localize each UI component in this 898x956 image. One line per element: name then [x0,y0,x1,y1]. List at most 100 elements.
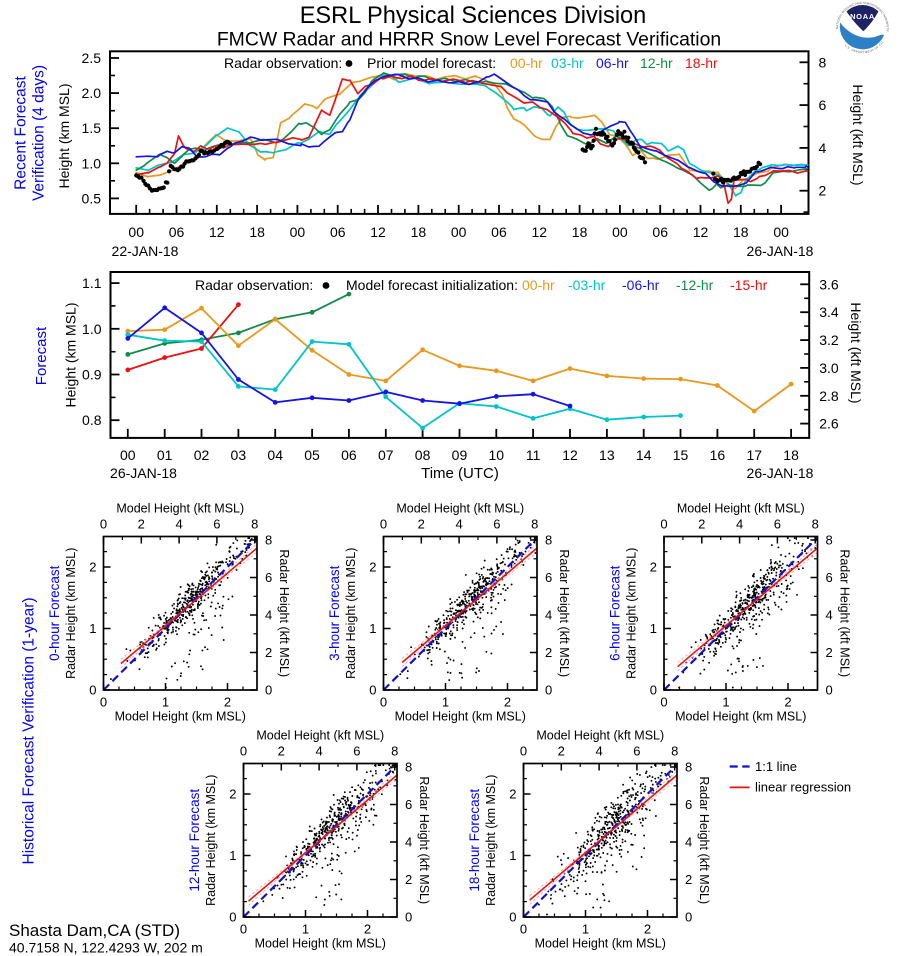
svg-text:0: 0 [545,683,552,698]
svg-text:4: 4 [685,835,692,850]
svg-text:00: 00 [451,224,467,240]
svg-text:2.8: 2.8 [819,388,839,404]
svg-text:04: 04 [267,447,283,463]
svg-text:NOAA: NOAA [850,12,875,21]
svg-text:1: 1 [582,921,589,936]
svg-text:Radar Height (kft MSL): Radar Height (kft MSL) [697,776,711,904]
svg-text:06: 06 [341,447,357,463]
svg-text:Historical Forecast Verificati: Historical Forecast Verification (1-year… [20,597,37,864]
svg-text:Model Height (kft MSL): Model Height (kft MSL) [256,729,384,743]
svg-text:08: 08 [415,447,431,463]
svg-text:Model Height (km MSL): Model Height (km MSL) [675,709,806,723]
svg-text:1: 1 [162,694,169,709]
svg-text:-03-hr: -03-hr [568,277,606,293]
svg-text:0.9: 0.9 [82,367,102,383]
svg-text:2: 2 [369,560,376,575]
svg-text:6: 6 [826,570,833,585]
svg-text:00-hr: 00-hr [522,277,555,293]
svg-text:0: 0 [405,910,412,925]
svg-text:Model forecast initialization:: Model forecast initialization: [346,277,518,293]
svg-text:13: 13 [599,447,615,463]
svg-text:12: 12 [209,224,225,240]
svg-text:2: 2 [784,694,791,709]
svg-text:6: 6 [633,744,640,759]
svg-text:2: 2 [826,645,833,660]
svg-text:05: 05 [304,447,320,463]
svg-text:Model Height (km MSL): Model Height (km MSL) [255,936,386,950]
svg-text:6: 6 [774,517,781,532]
svg-text:1.1: 1.1 [82,275,102,291]
svg-text:-12-hr: -12-hr [676,277,714,293]
svg-text:2: 2 [405,872,412,887]
svg-text:6: 6 [353,744,360,759]
svg-text:4: 4 [595,744,602,759]
svg-text:0: 0 [520,921,527,936]
svg-text:8: 8 [826,533,833,548]
svg-text:8: 8 [685,760,692,775]
svg-text:Height (km MSL): Height (km MSL) [56,83,72,188]
svg-text:18: 18 [572,224,588,240]
svg-text:1: 1 [722,694,729,709]
svg-text:2: 2 [364,921,371,936]
svg-text:1.5: 1.5 [82,120,102,136]
svg-text:12: 12 [370,224,386,240]
svg-text:16: 16 [710,447,726,463]
svg-text:ESRL Physical Sciences Divisio: ESRL Physical Sciences Division [300,3,647,29]
svg-text:Model Height (kft MSL): Model Height (kft MSL) [396,502,524,516]
svg-text:-15-hr: -15-hr [730,277,768,293]
svg-text:2: 2 [418,517,425,532]
svg-text:Radar Height (kft MSL): Radar Height (kft MSL) [277,549,291,677]
svg-text:0: 0 [660,694,667,709]
svg-text:15: 15 [673,447,689,463]
svg-text:00: 00 [773,224,789,240]
svg-text:0: 0 [826,683,833,698]
svg-text:12-hr: 12-hr [640,55,673,71]
svg-text:6: 6 [405,797,412,812]
svg-text:Radar Height (kft MSL): Radar Height (kft MSL) [838,549,852,677]
svg-text:18: 18 [411,224,427,240]
svg-text:18: 18 [783,447,799,463]
svg-text:06: 06 [491,224,507,240]
svg-text:1: 1 [509,848,516,863]
svg-text:12: 12 [531,224,547,240]
svg-text:Model Height (km MSL): Model Height (km MSL) [115,709,246,723]
svg-text:Radar Height (kft MSL): Radar Height (kft MSL) [557,549,571,677]
svg-text:4: 4 [265,608,272,623]
svg-text:07: 07 [378,447,394,463]
svg-text:0: 0 [660,517,667,532]
svg-text:2: 2 [278,744,285,759]
svg-text:3.0: 3.0 [819,360,839,376]
svg-text:Radar Height (km MSL): Radar Height (km MSL) [344,548,358,679]
svg-text:6: 6 [265,570,272,585]
svg-text:22-JAN-18: 22-JAN-18 [112,243,179,259]
svg-text:Forecast: Forecast [33,326,50,385]
svg-text:00: 00 [120,447,136,463]
svg-text:0: 0 [380,694,387,709]
svg-text:1: 1 [442,694,449,709]
svg-text:1: 1 [89,621,96,636]
svg-text:1: 1 [650,621,657,636]
svg-text:Prior model forecast:: Prior model forecast: [367,55,496,71]
svg-text:6: 6 [545,570,552,585]
svg-text:0: 0 [240,744,247,759]
svg-text:6: 6 [685,797,692,812]
svg-text:8: 8 [812,517,819,532]
svg-text:Height (km MSL): Height (km MSL) [63,302,79,407]
svg-text:8: 8 [251,517,258,532]
svg-text:3-hour Forecast: 3-hour Forecast [327,565,342,661]
svg-text:4: 4 [545,608,552,623]
svg-text:03: 03 [231,447,247,463]
svg-text:8: 8 [545,533,552,548]
svg-text:Model Height (km MSL): Model Height (km MSL) [535,936,666,950]
svg-text:Radar Height (kft MSL): Radar Height (kft MSL) [417,776,431,904]
svg-text:Verification (4 days): Verification (4 days) [30,65,47,201]
svg-text:40.7158 N, 122.4293 W, 202 m: 40.7158 N, 122.4293 W, 202 m [9,940,203,956]
svg-text:2: 2 [89,560,96,575]
svg-text:02: 02 [194,447,210,463]
svg-text:0.5: 0.5 [82,190,102,206]
svg-text:06: 06 [169,224,185,240]
svg-text:8: 8 [391,744,398,759]
svg-text:3.4: 3.4 [819,304,839,320]
svg-text:1: 1 [369,621,376,636]
svg-text:6: 6 [819,97,827,113]
